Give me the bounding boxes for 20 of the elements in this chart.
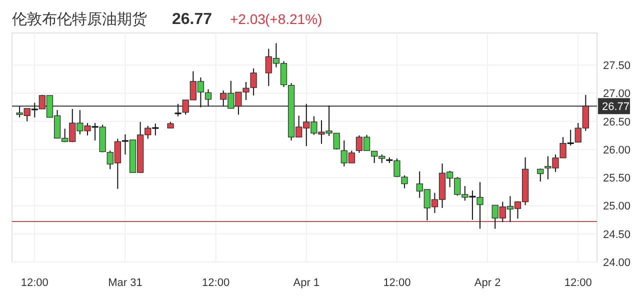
x-tick-label: 12:00 [202,277,230,289]
y-tick-label: 24.50 [603,228,631,241]
text: (+8.21%) [265,11,322,27]
x-tick-label: Apr 1 [293,277,320,289]
y-tick-label: 27.50 [603,60,631,72]
y-tick-label: 26.50 [603,116,631,128]
x-tick-label: Mar 31 [108,277,142,289]
y-tick-label: 24.00 [603,257,631,269]
text: +2.03 [230,11,266,27]
chart-title: 伦敦布伦特原油期货 [12,11,147,28]
text: 26.77 [172,11,212,28]
x-tick-label: 12:00 [564,277,592,289]
y-tick-label: 26.00 [603,144,631,156]
y-tick-label: 27.00 [603,88,631,100]
x-tick-label: 12:00 [20,277,48,289]
y-tick-label: 25.50 [603,172,631,185]
x-tick-label: 12:00 [383,277,411,289]
x-tick-label: Apr 2 [474,277,501,289]
ref-line-label: 26.77 [602,101,630,114]
y-tick-label: 25.00 [603,200,631,213]
